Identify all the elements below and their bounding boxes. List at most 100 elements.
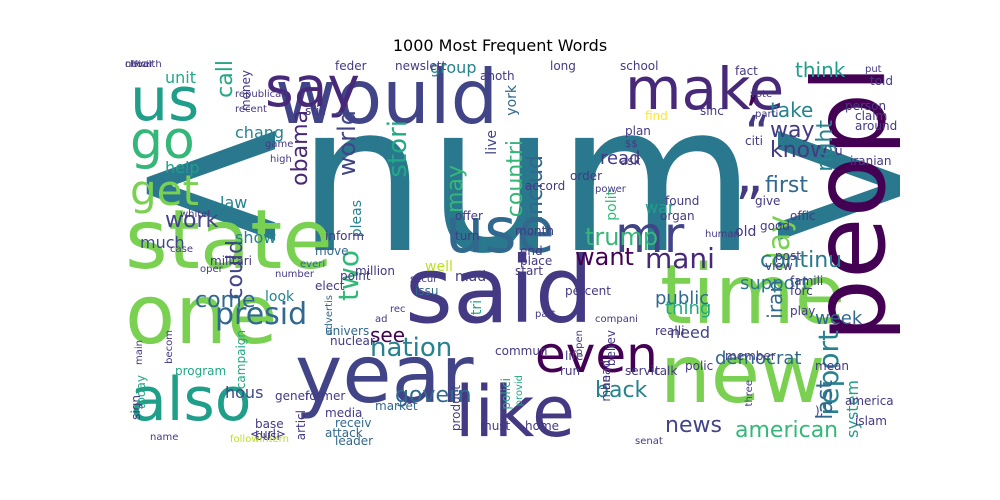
cloud-word: white: [180, 209, 208, 220]
cloud-word: polic: [685, 359, 714, 373]
cloud-word: go: [130, 111, 195, 171]
cloud-word: attack: [325, 426, 363, 440]
cloud-word: million: [355, 264, 395, 278]
cloud-word: polici: [499, 378, 513, 410]
cloud-word: offic: [790, 209, 816, 223]
cloud-word: move: [315, 244, 349, 258]
cloud-word: nation: [370, 333, 453, 363]
cloud-word: order: [570, 169, 602, 183]
cloud-word: time: [660, 248, 846, 343]
cloud-word: look: [265, 289, 295, 305]
cloud-word: provid: [514, 375, 525, 407]
cloud-word: member: [725, 349, 776, 363]
cloud-word: iranian: [850, 154, 892, 168]
cloud-word: world: [333, 110, 361, 177]
cloud-word: u: [835, 144, 843, 158]
cloud-word: never: [125, 60, 154, 70]
cloud-word: start: [515, 264, 543, 278]
cloud-word: call: [213, 60, 238, 98]
cloud-word: want: [575, 243, 634, 271]
cloud-word: live: [484, 130, 500, 155]
cloud-word: inform: [325, 229, 364, 243]
cloud-word: plan: [625, 124, 651, 138]
cloud-word: part: [535, 309, 556, 320]
cloud-word: accord: [525, 179, 566, 193]
cloud-word: feder: [335, 60, 367, 73]
cloud-word: parti: [755, 109, 779, 120]
cloud-word: hous: [225, 383, 264, 402]
cloud-word: money: [239, 70, 253, 112]
cloud-word: univers: [325, 324, 370, 338]
cloud-word: see: [370, 323, 406, 347]
cloud-word: mean: [815, 359, 850, 373]
cloud-word: point: [340, 269, 371, 283]
cloud-word: think: [795, 60, 846, 82]
cloud-word: help: [165, 158, 200, 177]
cloud-word: home: [525, 419, 560, 433]
cloud-word: one: [125, 268, 278, 363]
cloud-word: issu: [415, 284, 439, 298]
cloud-word: famili: [790, 274, 824, 288]
cloud-word: tri: [469, 300, 485, 316]
cloud-word: newslett: [395, 60, 447, 73]
cloud-word: health: [130, 60, 162, 70]
cloud-word: receiv: [335, 416, 372, 430]
cloud-word: still: [305, 104, 326, 118]
word-cloud: <num> said state one time year new would peopl ma…: [125, 60, 900, 447]
cloud-word: person: [845, 99, 887, 113]
cloud-word: iran: [763, 280, 787, 319]
cloud-word: thing: [665, 298, 712, 319]
cloud-word: articl: [294, 410, 308, 441]
cloud-word: program: [175, 364, 227, 378]
cloud-word: ),: [815, 404, 824, 418]
cloud-word: three: [744, 380, 755, 407]
cloud-word: much: [140, 233, 185, 252]
cloud-word: compani: [595, 314, 638, 325]
cloud-word: first: [765, 173, 808, 198]
cloud-word: around: [855, 119, 898, 133]
cloud-word: come: [195, 288, 256, 313]
cloud-word: campaign: [234, 330, 248, 390]
cloud-word: forc: [790, 284, 813, 298]
cloud-word: like: [455, 371, 576, 447]
cloud-word: power: [595, 184, 626, 195]
cloud-word: old: [735, 224, 757, 240]
cloud-word: fact: [735, 64, 758, 78]
cloud-word: secur: [410, 274, 438, 285]
cloud-word: place: [520, 254, 553, 268]
cloud-word: back: [595, 378, 648, 403]
cloud-word: end: [520, 244, 543, 258]
cloud-word: law: [220, 193, 248, 212]
cloud-word: servic: [625, 364, 661, 378]
cloud-word: found: [665, 194, 700, 208]
cloud-word: system: [843, 380, 862, 438]
cloud-word: human: [705, 229, 740, 240]
cloud-word: democrat: [715, 348, 802, 369]
cloud-word: run: [560, 364, 581, 378]
cloud-word: post: [775, 249, 801, 263]
cloud-word: everi: [300, 259, 326, 270]
cloud-word: islam: [855, 414, 887, 428]
cloud-word: media: [325, 406, 363, 420]
cloud-word: unit: [165, 68, 196, 87]
cloud-word: trump: [585, 223, 659, 251]
cloud-word: leader: [335, 434, 374, 447]
cloud-word: senat: [635, 436, 663, 447]
cloud-word: elect: [315, 279, 345, 293]
cloud-word: mr: [615, 206, 685, 264]
cloud-word: also: [130, 365, 252, 435]
cloud-word: us: [130, 65, 200, 135]
cloud-word: view: [765, 259, 793, 273]
cloud-word: recent: [235, 104, 267, 115]
cloud-word: followintern: [230, 434, 289, 445]
cloud-word: vote: [750, 89, 773, 100]
figure-title: 1000 Most Frequent Words: [392, 36, 608, 55]
cloud-word: sinc: [700, 104, 724, 118]
cloud-word: becom: [164, 330, 175, 364]
cloud-word: ”: [735, 175, 764, 239]
cloud-word: put: [865, 64, 882, 75]
cloud-word: market: [375, 399, 418, 413]
cloud-word: offici: [125, 60, 150, 70]
cloud-word: claim: [855, 109, 888, 123]
cloud-word: long: [550, 60, 576, 73]
